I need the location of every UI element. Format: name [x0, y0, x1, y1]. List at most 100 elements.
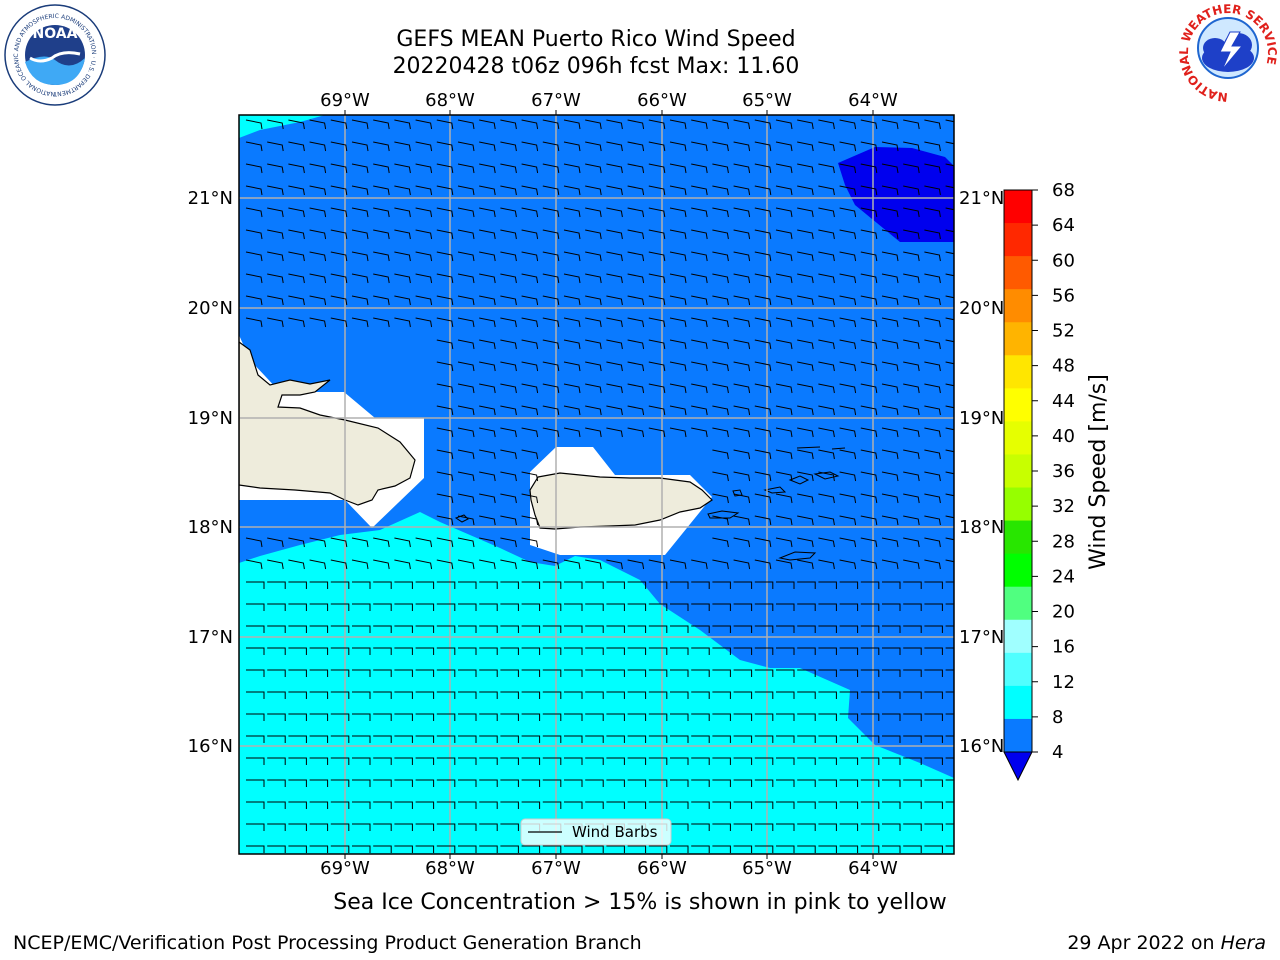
lon-label-bottom: 67°W	[531, 858, 581, 879]
wind-barb	[606, 295, 623, 306]
wind-barb	[563, 251, 581, 262]
wind-barb	[669, 119, 687, 130]
wind-barb	[627, 779, 647, 787]
wind-barb	[542, 427, 560, 438]
wind-barb	[903, 647, 922, 655]
wind-barb	[945, 801, 954, 803]
wind-barb	[733, 647, 753, 655]
colorbar-tick-label: 48	[1052, 356, 1075, 377]
wind-barb	[606, 119, 623, 130]
wind-barb	[521, 471, 539, 482]
wind-barb	[373, 119, 390, 130]
wind-barb	[585, 251, 602, 262]
wind-barb	[860, 449, 878, 460]
wind-barb	[564, 845, 583, 853]
wind-barb	[924, 625, 943, 633]
wind-barb	[818, 427, 835, 438]
wind-barb	[648, 713, 668, 721]
wind-barb	[797, 295, 814, 306]
wind-barb	[776, 845, 795, 853]
wind-barb	[479, 845, 498, 853]
wind-barb	[394, 647, 413, 655]
wind-barb	[564, 603, 583, 611]
wind-barb	[500, 273, 517, 284]
wind-barb	[945, 207, 954, 211]
wind-barb	[903, 427, 920, 438]
wind-barb	[585, 625, 604, 633]
wind-barb	[945, 185, 954, 189]
wind-barb	[691, 691, 710, 699]
wind-barb	[648, 295, 666, 306]
wind-barb	[521, 251, 539, 262]
wind-barb	[776, 823, 795, 831]
wind-barb	[903, 603, 922, 611]
wind-barb	[267, 295, 284, 306]
wind-barb	[924, 295, 941, 306]
wind-barb	[479, 647, 498, 655]
wind-barb	[881, 207, 899, 218]
wind-barb	[712, 493, 729, 504]
wind-barb	[924, 757, 943, 765]
wind-barb	[648, 141, 666, 152]
wind-barb	[521, 405, 539, 416]
wind-barb	[818, 141, 835, 152]
wind-barb	[627, 427, 645, 438]
wind-barb	[881, 449, 899, 460]
wind-barb	[818, 317, 835, 328]
wind-barb	[670, 779, 689, 787]
wind-barb	[479, 229, 496, 240]
colorbar-tick-label: 60	[1052, 250, 1075, 271]
wind-barb	[415, 251, 433, 262]
wind-barb	[394, 559, 411, 570]
wind-barb	[521, 449, 539, 460]
wind-barb	[479, 119, 496, 130]
wind-barb	[479, 141, 496, 152]
wind-barb	[839, 823, 859, 831]
wind-barb	[457, 339, 475, 350]
wind-barb	[564, 735, 583, 743]
wind-barb	[309, 779, 329, 787]
wind-barb	[818, 383, 835, 394]
wind-barb	[860, 581, 880, 589]
wind-barb	[394, 691, 413, 699]
wind-barb	[860, 559, 878, 570]
wind-barb	[457, 207, 475, 218]
wind-barb	[775, 273, 793, 284]
wind-barb	[733, 339, 751, 350]
wind-barb	[373, 207, 390, 218]
wind-barb	[733, 823, 753, 831]
wind-barb	[606, 581, 625, 589]
wind-barb	[352, 823, 371, 831]
wind-barb	[606, 603, 625, 611]
anguilla-islands	[796, 446, 846, 450]
wind-barb	[733, 383, 751, 394]
wind-barb	[881, 559, 899, 570]
wind-barb	[585, 691, 604, 699]
wind-barb	[394, 801, 413, 809]
wind-barb	[754, 185, 772, 196]
wind-barb	[373, 669, 392, 677]
wind-barb	[563, 207, 581, 218]
wind-barb	[669, 141, 687, 152]
wind-barb	[351, 559, 369, 570]
wind-barb	[903, 581, 922, 589]
wind-barb	[881, 361, 899, 372]
wind-barb	[563, 405, 581, 416]
wind-barb	[691, 735, 710, 743]
wind-barb	[521, 625, 541, 633]
wind-barb	[797, 361, 814, 372]
wind-barb	[839, 801, 859, 809]
wind-barb	[246, 801, 265, 809]
colorbar-band	[1004, 421, 1032, 455]
wind-barb	[754, 779, 774, 787]
wind-barb	[373, 713, 392, 721]
wind-barb	[797, 647, 816, 655]
wind-barb	[606, 669, 625, 677]
wind-barb	[733, 361, 751, 372]
wind-barb	[479, 163, 496, 174]
wind-barb	[691, 647, 710, 655]
wind-barb	[436, 757, 456, 765]
wind-barb	[797, 405, 814, 416]
wind-barb	[776, 801, 795, 809]
wind-barb	[542, 229, 560, 240]
